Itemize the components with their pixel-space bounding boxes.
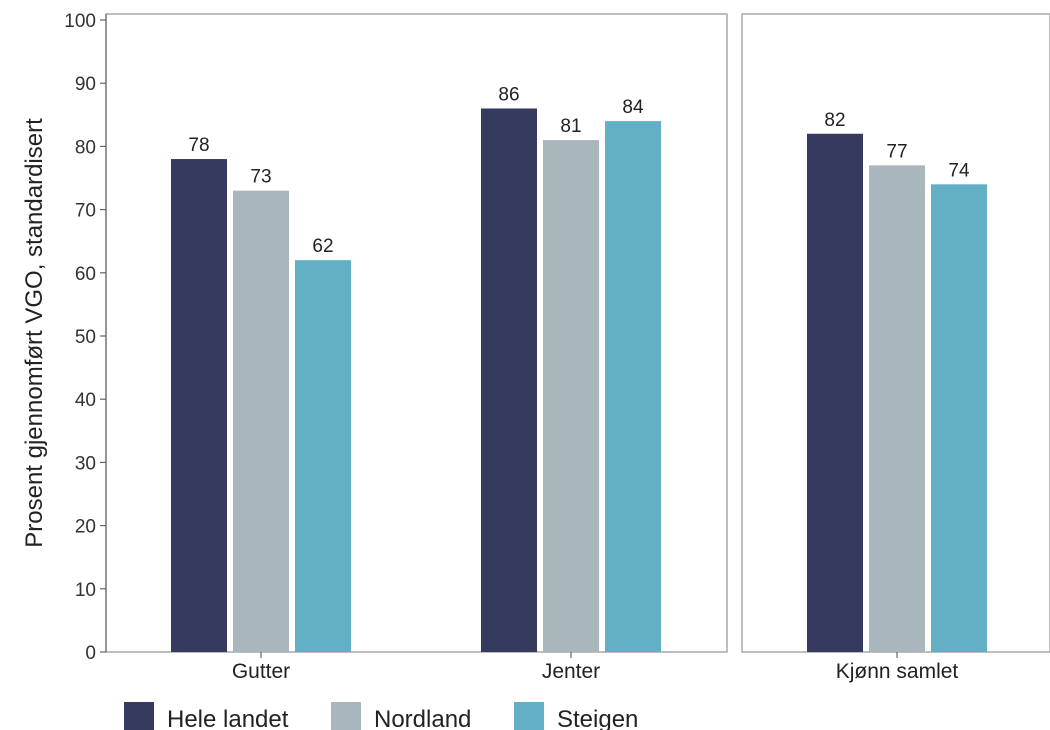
data-label: 62 [312, 236, 333, 257]
y-tick-label: 80 [75, 137, 96, 158]
legend-label: Nordland [374, 706, 471, 730]
data-label: 77 [886, 141, 907, 162]
y-tick-label: 50 [75, 327, 96, 348]
data-label: 73 [250, 167, 271, 188]
bar [233, 190, 289, 652]
y-tick-label: 60 [75, 264, 96, 285]
y-tick-label: 70 [75, 201, 96, 222]
bar [295, 260, 351, 652]
y-axis-title: Prosent gjennomført VGO, standardisert [21, 118, 48, 548]
y-axis: 0 10 20 30 40 50 60 70 80 90 100 [64, 11, 107, 664]
category-label: Jenter [542, 660, 600, 683]
data-label: 78 [188, 135, 209, 156]
y-tick-label: 10 [75, 580, 96, 601]
y-tick-label: 40 [75, 390, 96, 411]
data-label: 74 [948, 160, 970, 181]
legend-swatch [331, 702, 361, 730]
legend-swatch [124, 702, 154, 730]
legend-swatch [514, 702, 544, 730]
bar-series [171, 108, 987, 653]
legend: Hele landet Nordland Steigen [124, 702, 638, 730]
bar [543, 140, 599, 652]
category-label: Kjønn samlet [836, 660, 959, 683]
bar [605, 121, 661, 653]
data-label: 81 [560, 116, 581, 137]
category-labels: Gutter Jenter Kjønn samlet [232, 652, 959, 683]
data-label: 84 [622, 97, 644, 118]
y-tick-label: 20 [75, 517, 96, 538]
y-tick-label: 90 [75, 74, 96, 95]
bar [931, 184, 987, 652]
bar [869, 165, 925, 653]
value-labels: 78 73 62 86 81 84 82 77 74 [188, 84, 970, 257]
bar [171, 159, 227, 653]
legend-label: Hele landet [167, 706, 289, 730]
y-tick-label: 100 [64, 11, 96, 32]
data-label: 82 [824, 110, 845, 131]
y-tick-label: 30 [75, 453, 96, 474]
bar [807, 133, 863, 652]
y-tick-label: 0 [85, 643, 96, 664]
bar [481, 108, 537, 653]
category-label: Gutter [232, 660, 290, 683]
legend-label: Steigen [557, 706, 638, 730]
data-label: 86 [498, 84, 519, 105]
